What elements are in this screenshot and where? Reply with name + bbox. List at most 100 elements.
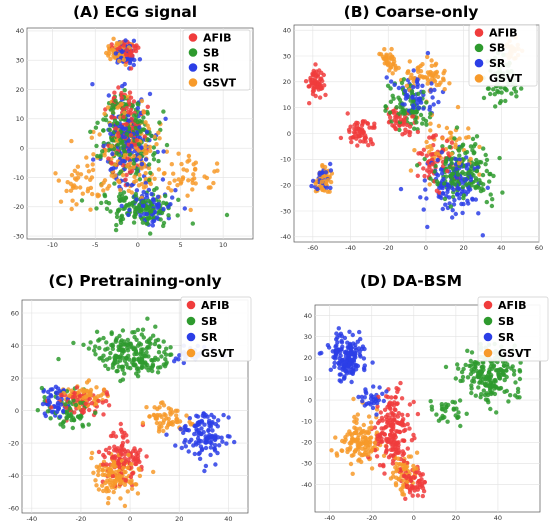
- point-afib: [124, 52, 129, 57]
- point-gsvt: [381, 453, 387, 458]
- point-sr: [186, 449, 191, 454]
- legend-label-sb: SB: [203, 46, 219, 59]
- point-sb: [127, 152, 133, 157]
- point-gsvt: [365, 429, 370, 434]
- point-afib: [388, 115, 393, 120]
- point-sb: [504, 374, 509, 380]
- point-sr: [226, 415, 231, 420]
- point-sb: [145, 206, 151, 211]
- point-gsvt: [113, 469, 119, 475]
- point-afib: [420, 493, 425, 499]
- point-afib: [394, 449, 399, 455]
- point-afib: [389, 395, 394, 400]
- point-sr: [328, 161, 333, 167]
- point-sr: [460, 189, 465, 195]
- point-sr: [206, 427, 211, 433]
- point-sr: [416, 105, 421, 111]
- point-gsvt: [456, 161, 462, 166]
- point-gsvt: [168, 410, 173, 415]
- point-sr: [447, 195, 452, 200]
- point-sr: [219, 435, 224, 440]
- point-afib: [312, 78, 317, 84]
- point-sr: [435, 157, 440, 163]
- point-sr: [215, 424, 220, 429]
- panel-da-bsm: (D) DA-BSM -40 -20 0 20 40 -40 -30 -20 -10 0 10 20 30…: [301, 272, 549, 522]
- point-sr: [183, 437, 188, 443]
- point-sb: [482, 392, 488, 398]
- point-sr: [443, 202, 448, 207]
- point-sb: [136, 358, 142, 363]
- legend-marker-gsvt: [474, 74, 484, 83]
- point-afib: [410, 493, 415, 498]
- point-sb: [120, 367, 125, 372]
- point-afib: [307, 101, 312, 106]
- point-afib: [117, 45, 122, 51]
- point-afib: [407, 130, 413, 135]
- point-gsvt: [357, 426, 363, 431]
- point-sr: [361, 366, 367, 371]
- point-sr: [131, 38, 137, 43]
- x-tick-label: -40: [345, 244, 356, 252]
- point-afib: [355, 134, 360, 139]
- point-sr: [90, 82, 95, 87]
- point-sr: [178, 426, 183, 432]
- legend-label-afib: AFIB: [489, 26, 518, 39]
- point-gsvt: [71, 183, 77, 188]
- point-sr: [485, 185, 490, 190]
- point-gsvt: [169, 188, 174, 193]
- point-sr: [374, 400, 380, 406]
- point-sr: [208, 434, 214, 440]
- legend-marker-gsvt: [186, 348, 196, 358]
- point-sb: [471, 144, 477, 149]
- point-gsvt: [78, 185, 83, 190]
- point-afib: [142, 134, 147, 139]
- point-sb: [398, 105, 403, 110]
- point-sr: [348, 345, 354, 351]
- point-afib: [419, 482, 424, 487]
- point-sb: [101, 128, 106, 133]
- point-gsvt: [143, 144, 148, 150]
- point-afib: [313, 62, 318, 67]
- point-sb: [80, 422, 85, 428]
- point-sb: [390, 93, 395, 99]
- point-gsvt: [425, 54, 430, 60]
- point-afib: [309, 80, 314, 85]
- point-sb: [61, 419, 66, 424]
- point-sr: [476, 211, 481, 216]
- point-sr: [46, 402, 51, 407]
- point-sb: [466, 171, 471, 176]
- point-gsvt: [161, 420, 166, 425]
- point-gsvt: [143, 171, 148, 176]
- point-sr: [161, 149, 166, 154]
- point-afib: [315, 72, 321, 77]
- point-gsvt: [322, 164, 328, 170]
- point-sr: [224, 441, 229, 446]
- point-gsvt: [319, 179, 325, 184]
- point-afib: [316, 79, 322, 84]
- point-sb: [64, 415, 69, 420]
- point-gsvt: [436, 123, 442, 129]
- point-gsvt: [159, 414, 164, 419]
- point-gsvt: [193, 160, 198, 165]
- point-afib: [103, 447, 109, 453]
- point-afib: [420, 486, 426, 491]
- point-gsvt: [325, 189, 330, 194]
- point-afib: [338, 135, 344, 141]
- point-gsvt: [333, 435, 338, 440]
- point-gsvt: [442, 87, 447, 92]
- point-sb: [93, 410, 98, 415]
- point-afib: [87, 407, 92, 413]
- point-sr: [460, 210, 465, 216]
- point-afib: [310, 91, 316, 97]
- point-gsvt: [432, 79, 438, 84]
- point-afib: [123, 478, 128, 483]
- point-sb: [517, 368, 522, 373]
- point-gsvt: [75, 171, 80, 176]
- point-sr: [56, 405, 61, 411]
- point-sb: [484, 157, 490, 163]
- point-gsvt: [169, 162, 174, 167]
- point-sb: [63, 402, 68, 407]
- point-sb: [117, 198, 123, 204]
- point-sb: [124, 131, 129, 137]
- point-sb: [424, 100, 429, 105]
